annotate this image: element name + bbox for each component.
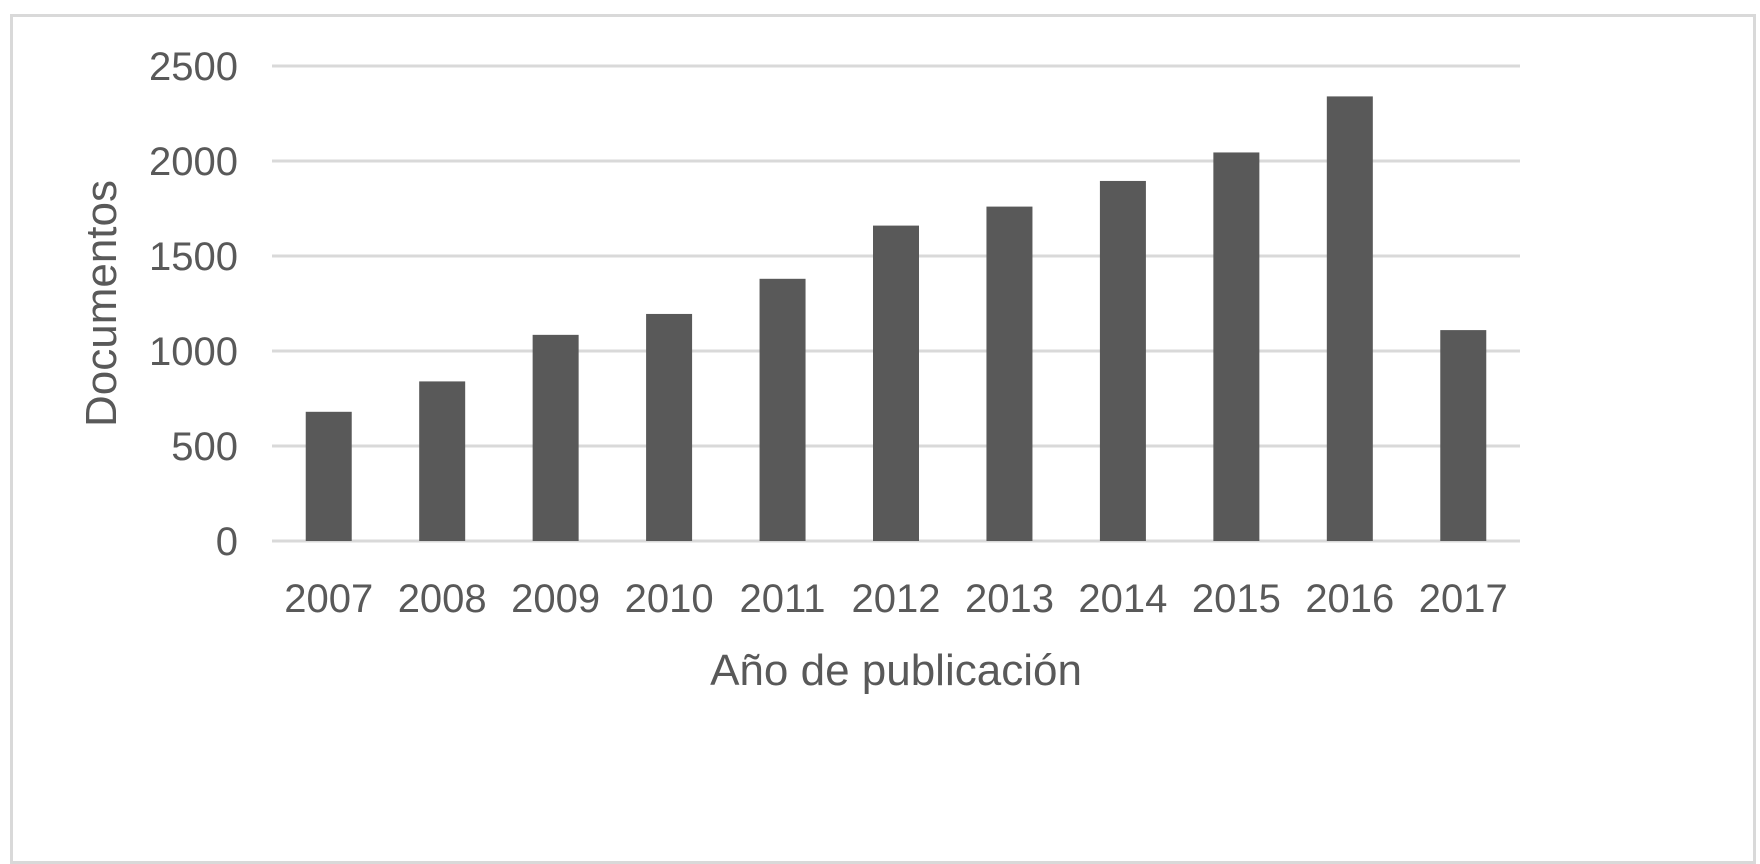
x-tick-label: 2014	[1078, 577, 1167, 621]
x-tick-label: 2016	[1305, 577, 1394, 621]
y-tick-label: 0	[216, 520, 238, 564]
bar-2010	[646, 313, 693, 541]
x-axis-title: Año de publicación	[710, 646, 1082, 695]
bar-2009	[532, 334, 579, 541]
bar-chart: 0 500 1000 1500 2000 2500 2007 2008 2009 2010 201…	[77, 45, 1520, 695]
x-tick-label: 2011	[740, 577, 826, 621]
x-tick-label: 2013	[965, 577, 1054, 621]
y-axis-ticks: 0 500 1000 1500 2000 2500	[149, 45, 238, 564]
bar-2014	[1099, 180, 1146, 541]
x-tick-label: 2008	[398, 577, 487, 621]
bar-2008	[419, 381, 466, 541]
x-tick-label: 2017	[1419, 577, 1508, 621]
y-tick-label: 500	[171, 425, 238, 469]
y-tick-label: 1500	[149, 235, 238, 279]
x-tick-label: 2009	[511, 577, 600, 621]
x-tick-label: 2015	[1192, 577, 1281, 621]
bar-2012	[873, 225, 919, 541]
y-axis-title: Documentos	[77, 180, 126, 427]
y-tick-label: 2500	[149, 45, 238, 89]
x-axis-ticks: 2007 2008 2009 2010 2011 2012 2013 2014 2015 2016…	[284, 577, 1508, 621]
bar-2007	[305, 411, 352, 541]
y-tick-label: 2000	[149, 140, 238, 184]
x-tick-label: 2010	[625, 577, 714, 621]
bar-2017	[1440, 330, 1487, 541]
gridlines	[272, 64, 1520, 543]
y-tick-label: 1000	[149, 330, 238, 374]
bar-2013	[986, 206, 1033, 541]
x-tick-label: 2007	[284, 577, 373, 621]
x-tick-label: 2012	[852, 577, 941, 621]
bar-2011	[759, 278, 806, 541]
bars	[305, 96, 1487, 542]
bar-2016	[1326, 96, 1373, 542]
bar-2015	[1213, 152, 1260, 541]
